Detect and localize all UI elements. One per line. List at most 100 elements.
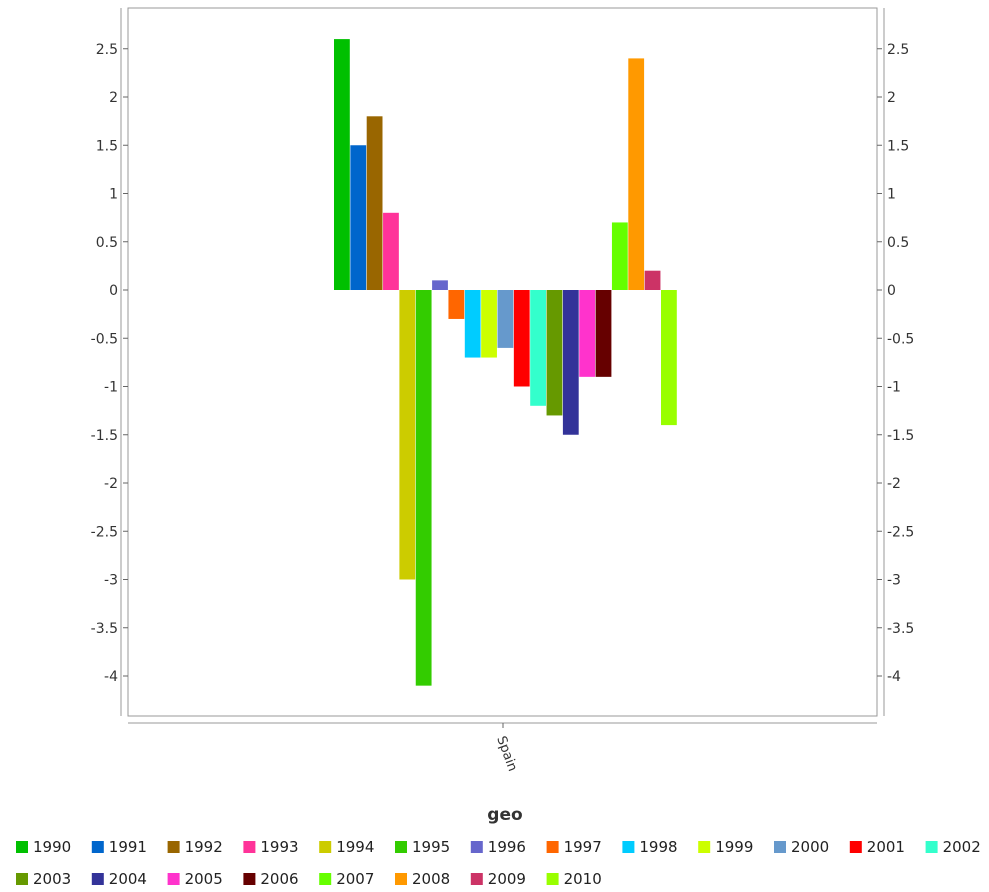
legend-item-2008: 2008 [395, 870, 450, 888]
y-tick-label-left: 0 [109, 283, 118, 299]
legend-item-2001: 2001 [849, 838, 905, 856]
legend-swatch [91, 873, 104, 885]
bar-2005 [579, 290, 596, 377]
y-tick-label-right: 0 [887, 283, 896, 299]
y-tick-label-right: -1 [887, 380, 901, 396]
legend-label: 1992 [185, 838, 223, 856]
bar-1993 [383, 212, 399, 290]
legend-item-1995: 1995 [395, 838, 450, 856]
legend-swatch [622, 841, 635, 853]
legend-swatch [91, 841, 104, 853]
x-tick-label: Spain [493, 734, 520, 773]
bar-1992 [366, 116, 383, 290]
legend-item-1994: 1994 [319, 838, 374, 856]
legend-item-2010: 2010 [546, 870, 602, 888]
legend-label: 1994 [336, 838, 374, 856]
legend-label: 2008 [412, 870, 450, 888]
legend-item-1993: 1993 [243, 838, 299, 856]
legend-label: 1998 [639, 838, 677, 856]
y-tick-label-left: 2.5 [96, 42, 118, 58]
legend-swatch [243, 873, 256, 885]
legend-swatch [319, 873, 332, 885]
bar-2003 [546, 290, 563, 416]
y-tick-label-left: 1.5 [96, 138, 118, 154]
y-tick-label-right: -2 [887, 476, 901, 492]
y-tick-label-left: 2 [109, 90, 118, 106]
axes [120, 7, 885, 724]
bar-1990 [334, 39, 350, 290]
legend-item-1992: 1992 [167, 838, 223, 856]
legend-label: 2004 [109, 870, 147, 888]
legend-label: 2007 [336, 870, 374, 888]
x-axis-title: geo [487, 805, 522, 825]
y-tick-label-right: -3.5 [887, 621, 914, 637]
legend-label: 2001 [867, 838, 905, 856]
legend-label: 2000 [791, 838, 829, 856]
legend-swatch [16, 873, 28, 885]
bar-2010 [661, 290, 677, 426]
bar-1997 [448, 290, 465, 319]
legend-swatch [698, 841, 711, 853]
legend-label: 2006 [260, 870, 298, 888]
y-tick-label-left: -2 [104, 476, 118, 492]
y-tick-label-left: -2.5 [91, 524, 118, 540]
bar-2002 [530, 290, 546, 406]
bar-1991 [350, 145, 367, 290]
bar-2001 [513, 290, 530, 387]
legend-label: 1996 [488, 838, 526, 856]
legend-swatch [546, 873, 559, 885]
y-tick-label-left: -1 [104, 380, 118, 396]
legend-item-2000: 2000 [774, 838, 829, 856]
y-tick-label-right: -0.5 [887, 331, 914, 347]
plot-area [127, 7, 878, 717]
bar-2008 [628, 58, 645, 291]
y-tick-label-right: -4 [887, 669, 901, 685]
y-tick-label-left: -3 [104, 573, 118, 589]
legend-swatch [16, 841, 28, 853]
legend-item-2009: 2009 [470, 870, 526, 888]
y-tick-label-right: -2.5 [887, 524, 914, 540]
legend-item-1998: 1998 [622, 838, 678, 856]
legend-item-2004: 2004 [91, 870, 147, 888]
legend-item-1990: 1990 [16, 838, 71, 856]
legend-item-2006: 2006 [243, 870, 299, 888]
legend-item-1997: 1997 [546, 838, 602, 856]
y-tick-label-right: 1 [887, 187, 896, 203]
bar-2004 [562, 290, 579, 435]
y-tick-label-right: 1.5 [887, 138, 909, 154]
legend-label: 1993 [260, 838, 298, 856]
legend-label: 1999 [715, 838, 753, 856]
bars [334, 39, 677, 686]
legend-label: 1990 [33, 838, 71, 856]
bar-2006 [595, 290, 612, 377]
legend-item-2002: 2002 [925, 838, 981, 856]
bar-1995 [415, 290, 432, 686]
y-tick-label-right: 0.5 [887, 235, 909, 251]
bar-1999 [481, 290, 497, 358]
bar-2007 [611, 222, 628, 290]
legend-label: 2010 [564, 870, 602, 888]
y-tick-label-right: -1.5 [887, 428, 914, 444]
y-axis-left-ticks: 2.5 2 1.5 1 0.5 0 -0.5 -1 -1.5 -2 -2.5 -3 -3.5 -4 [91, 42, 128, 685]
legend-swatch [319, 841, 332, 853]
legend-item-1996: 1996 [470, 838, 526, 856]
y-tick-label-left: -1.5 [91, 428, 118, 444]
legend-label: 2003 [33, 870, 71, 888]
bar-1994 [399, 290, 416, 580]
legend-label: 2002 [943, 838, 981, 856]
legend-swatch [774, 841, 786, 853]
bar-2000 [497, 290, 514, 348]
legend-swatch [167, 873, 180, 885]
legend-item-1999: 1999 [698, 838, 753, 856]
y-tick-label-left: -4 [104, 669, 118, 685]
y-tick-label-left: -3.5 [91, 621, 118, 637]
y-tick-label-left: 0.5 [96, 235, 118, 251]
legend: 1990 1991 1992 1993 1994 1995 1996 1997 1998 1999… [16, 838, 981, 888]
legend-swatch [849, 841, 862, 853]
bar-1998 [464, 290, 481, 358]
legend-swatch [470, 841, 483, 853]
legend-swatch [167, 841, 180, 853]
bar-2009 [644, 270, 661, 290]
legend-swatch [470, 873, 483, 885]
